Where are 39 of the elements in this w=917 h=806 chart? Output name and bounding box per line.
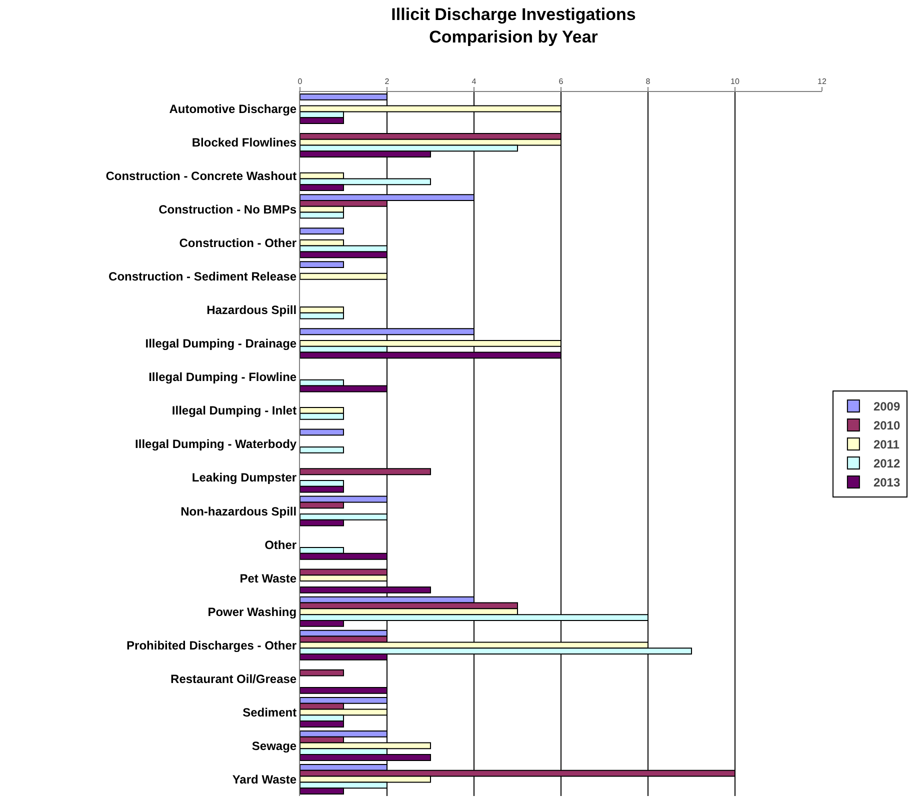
y-tick-label: Illegal Dumping - Flowline bbox=[148, 370, 297, 384]
x-tick-label: 10 bbox=[730, 76, 740, 86]
legend-label: 2013 bbox=[873, 476, 900, 490]
y-tick-label: Illegal Dumping - Waterbody bbox=[135, 437, 297, 452]
y-tick-label: Yard Waste bbox=[232, 772, 297, 786]
y-tick-label: Power Washing bbox=[208, 604, 297, 619]
legend-label: 2009 bbox=[873, 400, 900, 414]
y-tick-label: Construction - Sediment Release bbox=[108, 270, 297, 284]
bar bbox=[300, 669, 344, 676]
y-tick-label: Pet Waste bbox=[240, 571, 297, 586]
y-tick-label: Restaurant Oil/Grease bbox=[170, 672, 297, 686]
legend-label: 2012 bbox=[873, 456, 900, 471]
y-tick-label: Blocked Flowlines bbox=[192, 135, 297, 150]
legend-label: 2011 bbox=[873, 438, 900, 452]
y-tick-label: Illegal Dumping - Inlet bbox=[172, 404, 297, 418]
y-tick-label: Construction - No BMPs bbox=[158, 202, 297, 217]
bar bbox=[300, 428, 344, 436]
y-tick-label: Sewage bbox=[252, 738, 297, 753]
y-tick-label: Construction - Concrete Washout bbox=[106, 169, 297, 184]
x-tick-label: 8 bbox=[646, 76, 651, 86]
y-tick-label: Automotive Discharge bbox=[169, 102, 297, 116]
y-tick-label: Leaking Dumpster bbox=[192, 470, 297, 485]
y-tick-label: Prohibited Discharges - Other bbox=[126, 638, 297, 652]
y-tick-label: Non-hazardous Spill bbox=[180, 504, 297, 518]
legend-label: 2010 bbox=[873, 418, 900, 433]
y-tick-label: Construction - Other bbox=[179, 236, 297, 250]
x-tick-label: 2 bbox=[384, 76, 390, 86]
x-tick-label: 12 bbox=[818, 76, 827, 86]
y-tick-label: Illegal Dumping - Drainage bbox=[145, 336, 297, 351]
y-tick-label: Sediment bbox=[242, 705, 297, 720]
x-tick-label: 4 bbox=[472, 76, 477, 86]
x-tick-label: 6 bbox=[558, 76, 564, 86]
x-tick-label: 0 bbox=[298, 76, 303, 86]
y-tick-label: Hazardous Spill bbox=[206, 303, 297, 318]
bar bbox=[300, 446, 344, 454]
chart-title: Illicit Discharge Investigations Comparision by Year bbox=[391, 5, 636, 46]
y-tick-label: Other bbox=[264, 538, 297, 552]
bar bbox=[300, 261, 344, 268]
bar bbox=[300, 228, 344, 235]
